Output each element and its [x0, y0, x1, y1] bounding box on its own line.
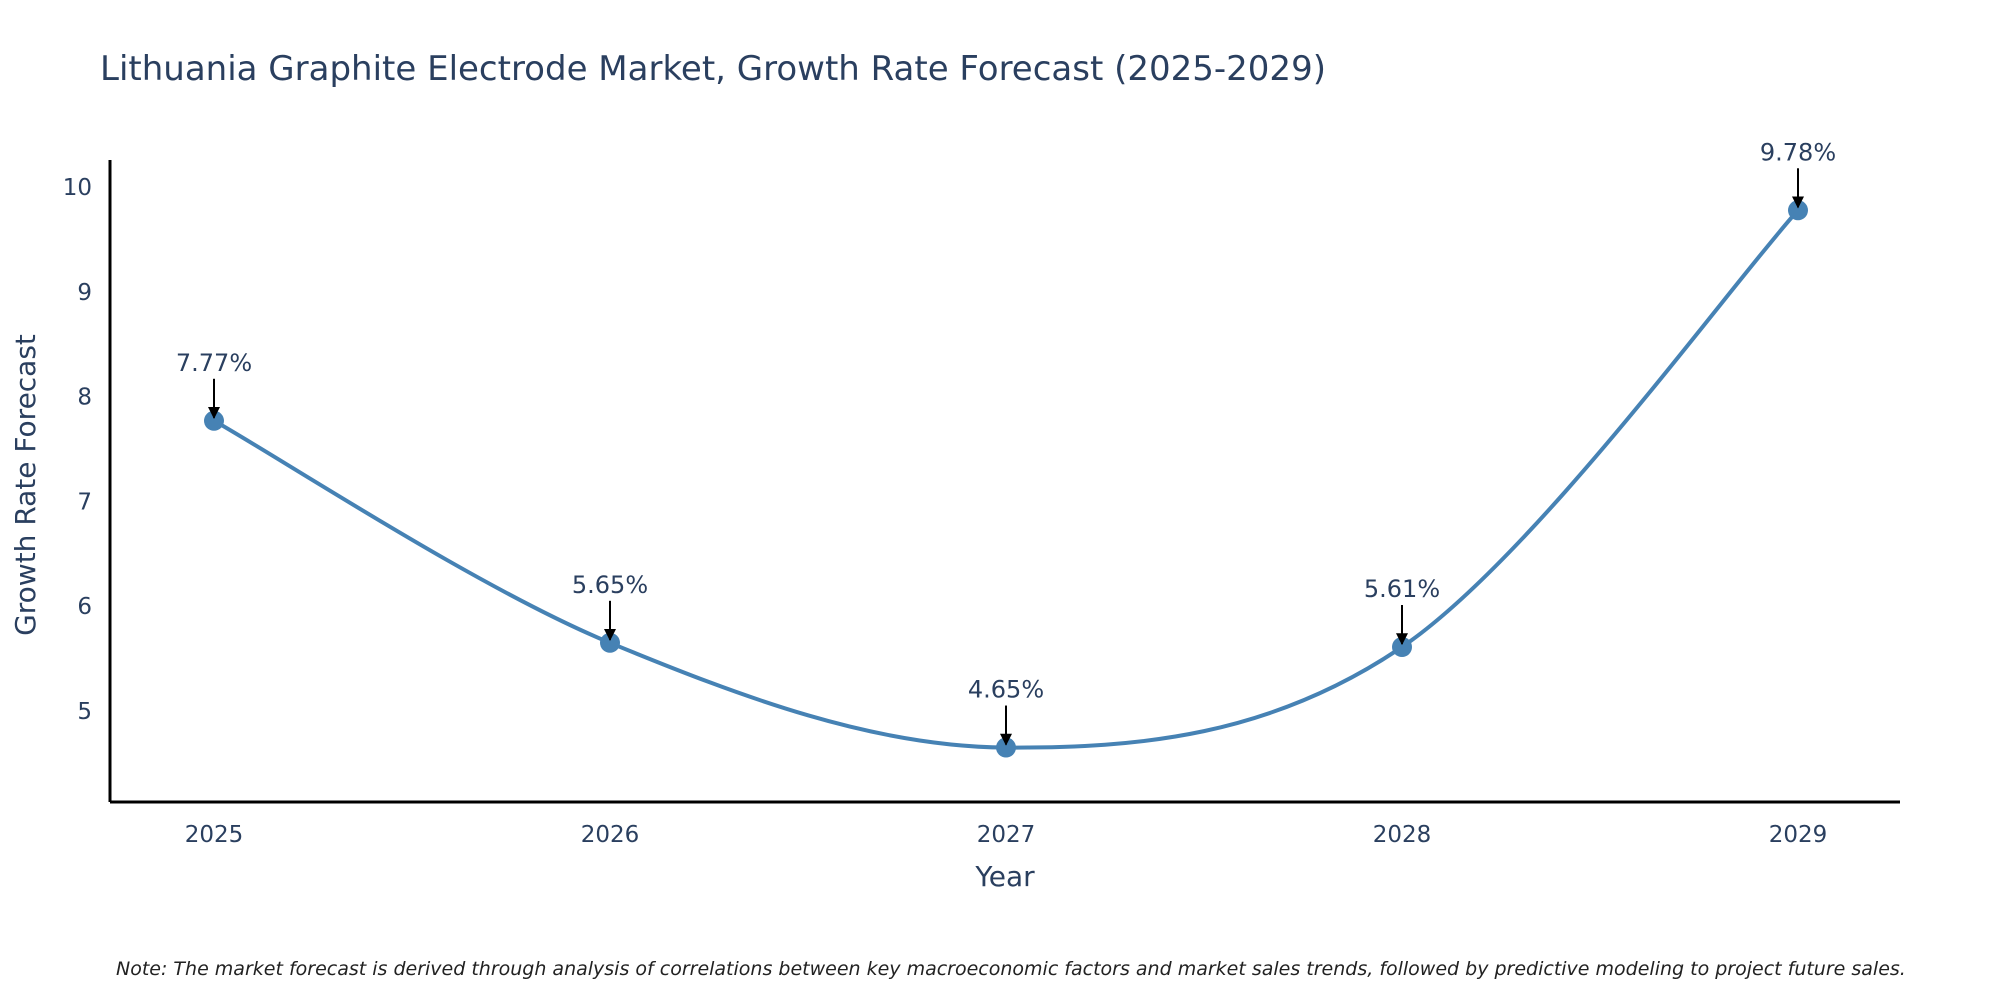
- chart-note: Note: The market forecast is derived thr…: [116, 958, 1906, 980]
- data-label: 5.65%: [572, 571, 648, 599]
- y-tick-label: 10: [63, 175, 92, 201]
- y-tick-label: 9: [77, 280, 92, 306]
- x-tick-label: 2026: [581, 822, 640, 848]
- y-tick-label: 7: [77, 489, 92, 515]
- y-tick-label: 5: [77, 699, 92, 725]
- y-tick-label: 8: [77, 385, 92, 411]
- data-label: 4.65%: [968, 676, 1044, 704]
- series-line: [213, 208, 1800, 750]
- x-tick-label: 2028: [1373, 822, 1432, 848]
- x-axis-title: Year: [974, 860, 1035, 893]
- y-axis-title: Growth Rate Forecast: [9, 334, 42, 636]
- plot-area: 5 6 7 8 9 10 2025 2026 2027 2028 2029 7.77% 5.65% 4.6…: [63, 138, 1900, 848]
- chart-title: Lithuania Graphite Electrode Market, Gro…: [100, 49, 1326, 89]
- x-tick-label: 2025: [185, 822, 244, 848]
- data-label: 7.77%: [176, 349, 252, 377]
- data-label: 5.61%: [1364, 575, 1440, 603]
- x-tick-label: 2027: [977, 822, 1036, 848]
- data-label: 9.78%: [1760, 138, 1836, 166]
- y-tick-label: 6: [77, 594, 92, 620]
- x-tick-label: 2029: [1769, 822, 1828, 848]
